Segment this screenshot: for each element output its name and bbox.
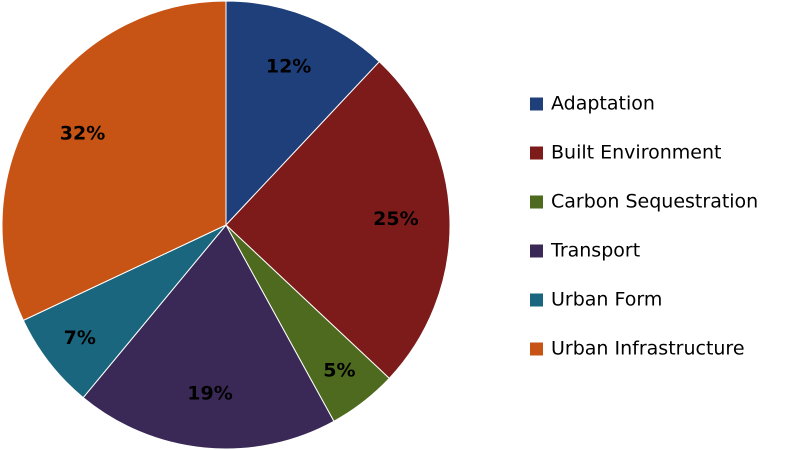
legend-swatch-built-environment [530, 146, 543, 160]
pie-slice-label-carbon-sequestration: 5% [323, 360, 355, 382]
pie-slice-label-transport: 19% [187, 383, 232, 405]
pie-slice-transport [82, 224, 335, 450]
legend-swatch-transport [530, 244, 543, 258]
legend: Adaptation Built Environment Carbon Seques… [530, 93, 758, 360]
pie-slice-label-urban-infrastructure: 32% [60, 122, 105, 144]
pie-slice-built-environment [225, 61, 451, 380]
pie-slice-adaptation [225, 0, 381, 227]
pie-slice-urban-infrastructure [1, 0, 227, 322]
legend-swatch-carbon-sequestration [530, 195, 543, 209]
pie-slice-label-adaptation: 12% [266, 55, 311, 77]
legend-label-transport: Transport [550, 240, 640, 262]
legend-swatch-urban-form [530, 293, 543, 307]
pie-slices [1, 0, 451, 450]
legend-swatch-adaptation [530, 97, 543, 111]
legend-swatch-urban-infrastructure [530, 342, 543, 356]
pie-slice-labels: 12% 25% 5% 19% 7% 32% [60, 55, 419, 404]
legend-label-carbon-sequestration: Carbon Sequestration [551, 191, 758, 213]
legend-label-built-environment: Built Environment [551, 142, 721, 164]
legend-label-adaptation: Adaptation [551, 93, 655, 115]
pie-slice-label-urban-form: 7% [64, 327, 96, 349]
legend-label-urban-form: Urban Form [551, 289, 662, 311]
legend-label-urban-infrastructure: Urban Infrastructure [551, 338, 745, 360]
pie-slice-label-built-environment: 25% [373, 208, 418, 230]
